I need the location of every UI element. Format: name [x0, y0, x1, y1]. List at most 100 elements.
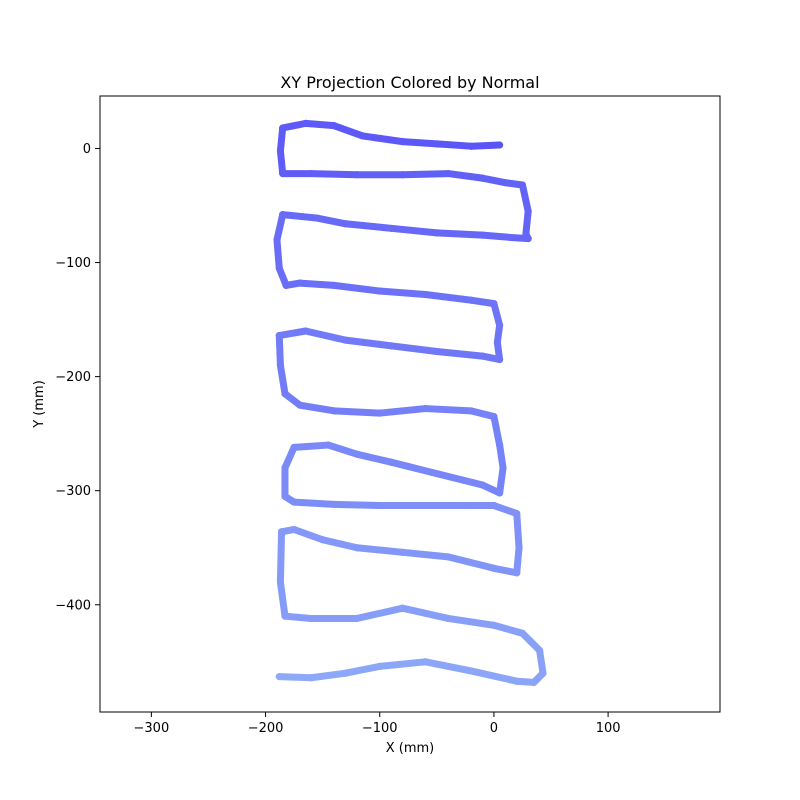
y-tick-label: −300 — [55, 484, 91, 499]
trace-segment — [444, 170, 487, 182]
trace-segment — [513, 544, 523, 577]
trace-point — [507, 233, 515, 241]
trace-segment — [281, 443, 298, 472]
x-tick-label: −300 — [134, 721, 170, 736]
trace-segment — [467, 296, 498, 308]
trace-segment — [387, 342, 441, 356]
trace-point — [290, 525, 298, 533]
trace-point — [467, 407, 475, 415]
trace-point — [493, 338, 501, 346]
trace-segment — [518, 181, 532, 215]
trace-point — [276, 578, 284, 586]
trace-segment — [307, 669, 349, 682]
plot-frame — [99, 95, 721, 713]
trace-point — [330, 500, 338, 508]
trace-point — [324, 441, 332, 449]
trace-point — [536, 646, 544, 654]
trace-segment — [467, 407, 498, 421]
trace-segment — [273, 211, 287, 244]
trace-layer — [273, 119, 547, 686]
trace-point — [387, 458, 395, 466]
trace-point — [281, 390, 289, 398]
trace-point — [399, 548, 407, 556]
trace-point — [353, 614, 361, 622]
trace-segment — [307, 170, 361, 179]
trace-point — [276, 361, 284, 369]
y-axis-label: Y (mm) — [32, 380, 47, 429]
trace-segment — [479, 174, 509, 187]
trace-segment — [353, 450, 395, 466]
trace-point — [515, 544, 523, 552]
trace-point — [307, 674, 315, 682]
trace-segment — [496, 441, 507, 472]
trace-segment — [296, 279, 338, 289]
trace-segment — [479, 231, 515, 241]
trace-point — [275, 332, 283, 340]
x-axis-label: X (mm) — [386, 741, 435, 756]
trace-segment — [330, 500, 384, 510]
trace-segment — [399, 170, 452, 179]
trace-segment — [376, 405, 429, 417]
trace-segment — [341, 220, 395, 232]
trace-segment — [399, 604, 452, 622]
trace-segment — [421, 405, 475, 415]
trace-segment — [444, 614, 498, 629]
trace-segment — [490, 564, 521, 577]
trace-segment — [330, 407, 384, 417]
trace-point — [479, 481, 487, 489]
trace-segment — [376, 658, 429, 670]
trace-point — [524, 235, 532, 243]
trace-point — [282, 281, 290, 289]
trace-point — [275, 673, 283, 681]
trace-segment — [302, 327, 349, 344]
trace-segment — [290, 441, 332, 451]
trace-segment — [496, 464, 507, 497]
trace-point — [273, 236, 281, 244]
trace-point — [290, 498, 298, 506]
trace-point — [278, 528, 286, 536]
trace-point — [421, 502, 429, 510]
trace-point — [399, 171, 407, 179]
trace-segment — [296, 401, 338, 415]
trace-point — [313, 214, 321, 222]
trace-segment — [513, 510, 523, 552]
trace-segment — [275, 673, 315, 682]
trace-segment — [341, 662, 384, 677]
trace-point — [341, 669, 349, 677]
trace-segment — [518, 629, 544, 654]
trace-point — [490, 564, 498, 572]
trace-segment — [273, 236, 283, 272]
trace-point — [281, 464, 289, 472]
trace-point — [290, 443, 298, 451]
trace-point — [518, 181, 526, 189]
trace-segment — [275, 332, 284, 369]
y-axis: 0 −100 −200 −300 −400 — [55, 142, 100, 613]
trace-segment — [341, 336, 395, 350]
trace-segment — [279, 119, 310, 132]
y-tick-label: −200 — [55, 370, 91, 385]
trace-segment — [281, 612, 315, 622]
trace-point — [513, 569, 521, 577]
trace-point — [433, 140, 441, 148]
trace-segment — [467, 141, 504, 150]
trace-segment — [279, 211, 321, 222]
trace-segment — [444, 553, 498, 572]
trace-point — [467, 667, 475, 675]
trace-point — [399, 604, 407, 612]
x-tick-label: 0 — [490, 721, 498, 736]
trace-segment — [433, 229, 487, 239]
x-tick-label: −200 — [248, 721, 284, 736]
trace-point — [467, 502, 475, 510]
trace-point — [399, 138, 407, 146]
trace-point — [467, 296, 475, 304]
chart-title: XY Projection Colored by Normal — [280, 73, 539, 92]
trace-point — [524, 207, 532, 215]
x-axis: −300 −200 −100 0 100 — [134, 712, 621, 736]
trace-point — [539, 669, 547, 677]
trace-point — [341, 220, 349, 228]
trace-segment — [353, 544, 407, 556]
trace-point — [490, 621, 498, 629]
trace-point — [421, 658, 429, 666]
